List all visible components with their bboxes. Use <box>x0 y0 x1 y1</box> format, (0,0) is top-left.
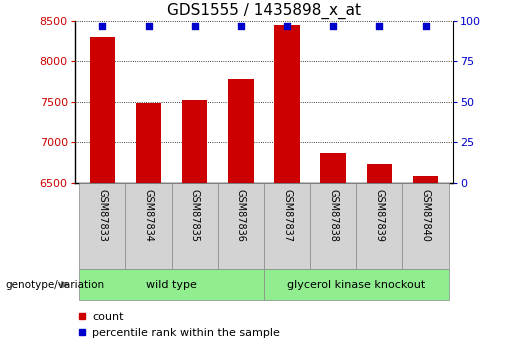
Text: glycerol kinase knockout: glycerol kinase knockout <box>287 280 425 289</box>
Text: GSM87835: GSM87835 <box>190 189 200 242</box>
Text: GSM87834: GSM87834 <box>144 189 153 242</box>
Legend: count, percentile rank within the sample: count, percentile rank within the sample <box>78 312 280 338</box>
Point <box>421 23 430 28</box>
Bar <box>367 164 392 183</box>
Bar <box>228 79 253 183</box>
Text: GSM87840: GSM87840 <box>421 189 431 242</box>
Bar <box>136 104 161 183</box>
Bar <box>171 183 218 269</box>
Point <box>237 23 245 28</box>
Point <box>98 23 107 28</box>
Text: genotype/variation: genotype/variation <box>5 280 104 289</box>
Bar <box>79 269 264 300</box>
Text: GSM87833: GSM87833 <box>97 189 107 242</box>
Bar <box>402 183 449 269</box>
Bar <box>126 183 171 269</box>
Bar <box>264 269 449 300</box>
Bar <box>274 25 300 183</box>
Title: GDS1555 / 1435898_x_at: GDS1555 / 1435898_x_at <box>167 3 361 19</box>
Point <box>283 23 291 28</box>
Bar <box>79 183 126 269</box>
Bar <box>413 176 438 183</box>
Text: GSM87836: GSM87836 <box>236 189 246 242</box>
Bar <box>310 183 356 269</box>
Point <box>144 23 152 28</box>
Text: GSM87838: GSM87838 <box>328 189 338 242</box>
Bar <box>218 183 264 269</box>
Text: wild type: wild type <box>146 280 197 289</box>
Point <box>191 23 199 28</box>
Bar <box>264 183 310 269</box>
Point <box>329 23 337 28</box>
Bar <box>320 153 346 183</box>
Bar <box>182 100 208 183</box>
Text: GSM87837: GSM87837 <box>282 189 292 242</box>
Text: GSM87839: GSM87839 <box>374 189 384 242</box>
Point <box>375 23 384 28</box>
Bar <box>90 37 115 183</box>
Bar <box>356 183 402 269</box>
